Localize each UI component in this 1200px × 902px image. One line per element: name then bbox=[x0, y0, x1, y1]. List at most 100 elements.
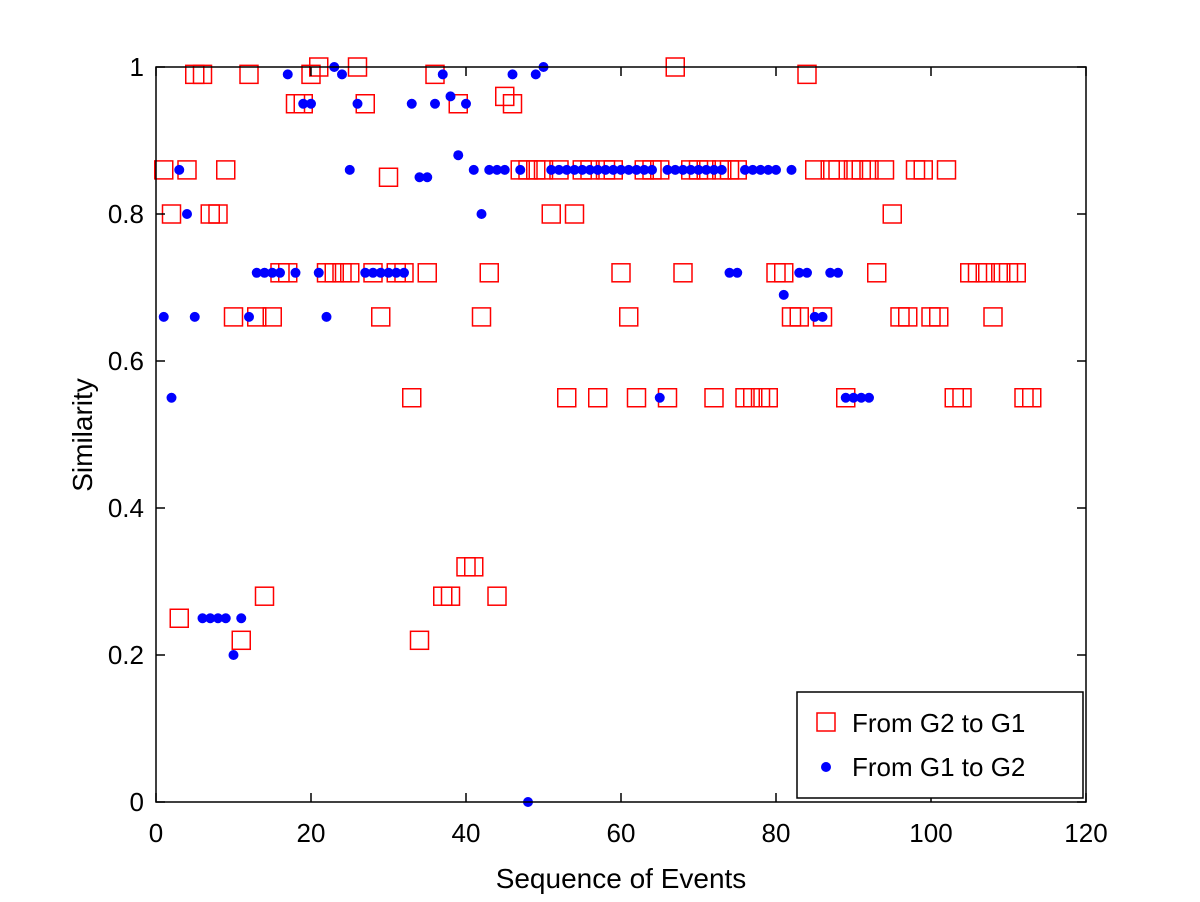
dot-point bbox=[747, 164, 758, 175]
dot-point bbox=[530, 69, 541, 80]
square-point bbox=[471, 307, 492, 327]
dot-point bbox=[817, 311, 828, 322]
dot-point bbox=[282, 69, 293, 80]
dot-point bbox=[468, 164, 479, 175]
legend-marker-g2-to-g1 bbox=[816, 712, 836, 732]
square-point bbox=[417, 263, 437, 283]
square-point bbox=[983, 307, 1003, 327]
dot-point bbox=[569, 164, 580, 175]
dot-point bbox=[561, 164, 572, 175]
dot-point bbox=[724, 267, 735, 278]
square-point bbox=[378, 167, 399, 187]
dot-point bbox=[554, 164, 564, 175]
dot-point bbox=[360, 267, 371, 278]
square-point bbox=[898, 307, 918, 327]
dot-point bbox=[592, 164, 603, 175]
square-point bbox=[874, 160, 895, 180]
dot-point bbox=[391, 267, 402, 278]
dot-point bbox=[825, 267, 836, 278]
dot-point bbox=[802, 267, 812, 278]
square-point bbox=[223, 307, 244, 327]
dot-point bbox=[174, 164, 185, 175]
dot-point bbox=[709, 164, 719, 175]
square-point bbox=[952, 388, 972, 408]
data-marks bbox=[154, 57, 1042, 807]
y-tick-label: 0.2 bbox=[108, 640, 144, 670]
dot-point bbox=[654, 392, 665, 403]
dot-point bbox=[306, 98, 316, 109]
dot-point bbox=[484, 164, 495, 175]
square-point bbox=[936, 160, 957, 180]
dot-point bbox=[786, 164, 797, 175]
x-axis-label: Sequence of Events bbox=[496, 863, 747, 894]
legend-label-g2-to-g1: From G2 to G1 bbox=[852, 708, 1025, 738]
x-tick-label: 20 bbox=[297, 818, 326, 848]
dot-point bbox=[476, 209, 487, 219]
square-point bbox=[557, 388, 577, 408]
dot-point bbox=[197, 613, 208, 624]
dot-point bbox=[259, 267, 270, 278]
square-point bbox=[673, 263, 693, 283]
dot-point bbox=[344, 164, 355, 175]
square-point bbox=[440, 586, 461, 606]
dot-point bbox=[662, 164, 673, 175]
square-point bbox=[262, 307, 282, 327]
dot-point bbox=[864, 392, 874, 403]
dot-point bbox=[414, 172, 425, 183]
dot-point bbox=[631, 164, 642, 175]
dot-point bbox=[375, 267, 386, 278]
dot-point bbox=[158, 311, 169, 322]
dot-point bbox=[809, 311, 820, 322]
square-point bbox=[487, 586, 507, 606]
dot-point bbox=[228, 650, 239, 660]
dot-point bbox=[732, 267, 743, 278]
dot-point bbox=[794, 267, 805, 278]
dot-point bbox=[546, 164, 557, 175]
dot-point bbox=[213, 613, 223, 624]
x-tick-label: 40 bbox=[452, 818, 481, 848]
y-axis-label: Similarity bbox=[67, 378, 98, 492]
dot-point bbox=[298, 98, 309, 109]
square-point bbox=[619, 307, 639, 327]
dot-point bbox=[406, 98, 417, 109]
y-tick-label: 0 bbox=[130, 787, 144, 817]
dot-point bbox=[716, 164, 727, 175]
dot-point bbox=[763, 164, 774, 175]
dot-point bbox=[755, 164, 766, 175]
dot-point bbox=[205, 613, 216, 624]
dot-point bbox=[856, 392, 867, 403]
square-point bbox=[975, 263, 995, 283]
square-point bbox=[231, 630, 251, 651]
dot-point bbox=[647, 164, 657, 175]
dot-point bbox=[848, 392, 859, 403]
dot-point bbox=[499, 164, 510, 175]
square-point bbox=[588, 388, 608, 408]
square-point bbox=[1022, 388, 1042, 408]
square-point bbox=[301, 64, 321, 85]
square-point bbox=[805, 160, 825, 180]
dot-point bbox=[251, 267, 262, 278]
square-point bbox=[882, 204, 902, 224]
dot-point bbox=[244, 311, 254, 322]
dot-point bbox=[778, 289, 789, 300]
dot-point bbox=[189, 311, 200, 322]
dot-point bbox=[600, 164, 611, 175]
square-point bbox=[758, 388, 778, 408]
x-tick-label: 100 bbox=[909, 818, 952, 848]
y-tick-label: 0.4 bbox=[108, 493, 144, 523]
dot-point bbox=[236, 613, 247, 624]
square-point bbox=[239, 64, 259, 85]
square-point bbox=[208, 204, 228, 224]
square-point bbox=[464, 557, 484, 577]
square-point bbox=[192, 64, 213, 85]
square-point bbox=[789, 307, 809, 327]
dot-point bbox=[616, 164, 626, 175]
square-point bbox=[216, 160, 236, 180]
dot-point bbox=[290, 267, 301, 278]
dot-point bbox=[267, 267, 278, 278]
square-point bbox=[409, 630, 430, 651]
dot-point bbox=[220, 613, 231, 624]
dot-point bbox=[383, 267, 394, 278]
y-tick-label: 0.6 bbox=[108, 346, 144, 376]
